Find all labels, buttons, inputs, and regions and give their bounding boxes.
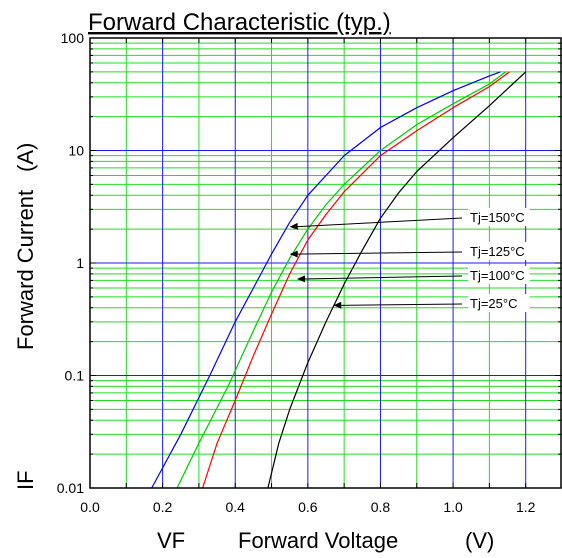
annotation-arrow-line — [339, 303, 463, 306]
annotation-label: Tj=100°C — [470, 268, 525, 283]
annotation-label: Tj=125°C — [470, 244, 525, 259]
annotation-arrowhead — [333, 301, 342, 309]
y-tick-label: 10 — [68, 143, 84, 159]
plot-frame — [89, 37, 562, 489]
series-line-2 — [202, 71, 510, 489]
annotation-label-bg — [468, 208, 530, 226]
series-line-3 — [267, 71, 527, 489]
chart-title: Forward Characteristic (typ.) — [88, 9, 391, 36]
y-axis-label: Forward Current — [13, 190, 38, 350]
y-axis-label-group: IF Forward Current (A) — [13, 143, 38, 490]
x-tick-label: 0.8 — [371, 499, 391, 515]
major-gridlines — [90, 38, 562, 488]
series-lines — [151, 71, 527, 489]
y-tick-label: 0.1 — [65, 368, 85, 384]
series-line-0 — [151, 71, 501, 489]
annotation-label-bg — [468, 242, 530, 260]
x-axis-symbol: VF — [157, 528, 185, 553]
annotation-arrow-line — [295, 217, 463, 228]
y-axis-symbol: IF — [13, 470, 38, 490]
series-line-1 — [176, 71, 507, 489]
x-tick-label: 0.4 — [225, 499, 245, 515]
y-tick-label: 1 — [76, 255, 84, 271]
y-axis-unit: (A) — [13, 143, 38, 172]
annotation-arrowhead — [289, 250, 298, 258]
annotation-label: Tj=150°C — [470, 210, 525, 225]
annotation-arrowhead — [296, 275, 306, 283]
x-axis-unit: (V) — [465, 528, 494, 553]
x-tick-label: 0.0 — [80, 499, 100, 515]
minor-gridlines — [90, 38, 562, 488]
x-tick-label: 0.2 — [153, 499, 173, 515]
x-tick-label: 0.6 — [298, 499, 318, 515]
annotation-label: Tj=25°C — [470, 296, 517, 311]
y-tick-label: 100 — [61, 30, 85, 46]
x-axis-label: Forward Voltage — [238, 528, 398, 553]
annotation-label-bg — [468, 266, 530, 284]
annotation-arrow-line — [295, 251, 463, 255]
annotations: Tj=150°C Tj=125°C Tj=100°C Tj=25°C — [289, 208, 530, 312]
x-tick-label: 1.0 — [443, 499, 463, 515]
annotation-arrow-line — [302, 275, 463, 280]
x-tick-label: 1.2 — [516, 499, 536, 515]
annotation-label-bg — [468, 294, 530, 312]
annotation-arrowhead — [289, 222, 298, 230]
y-tick-label: 0.01 — [57, 480, 84, 496]
